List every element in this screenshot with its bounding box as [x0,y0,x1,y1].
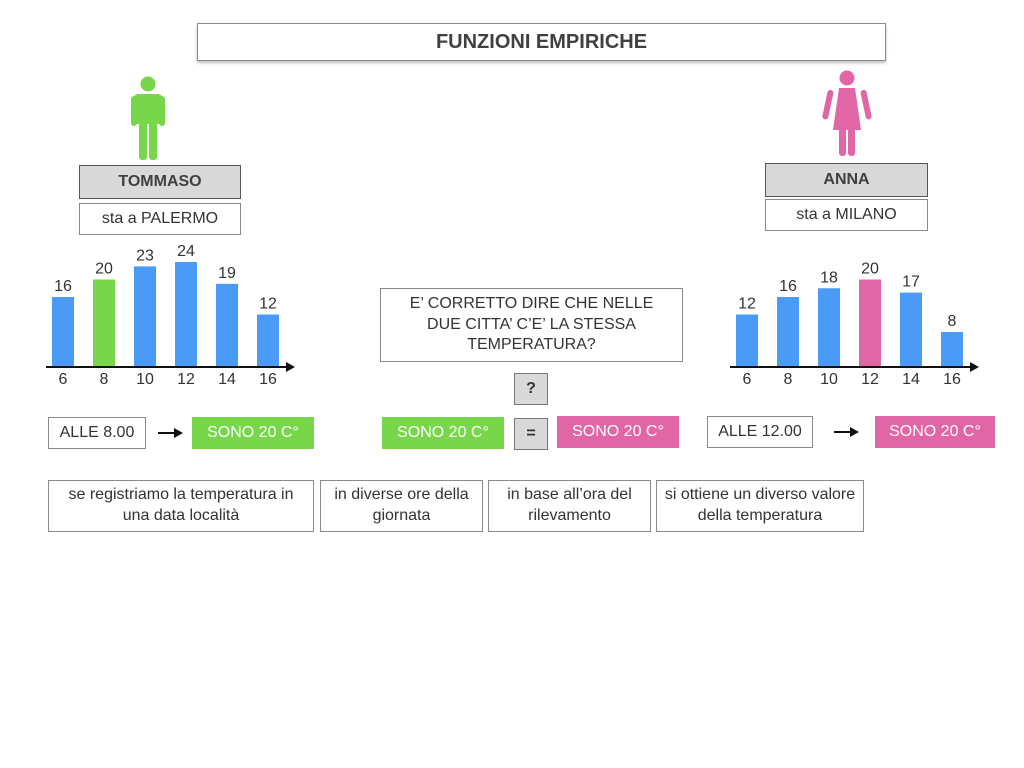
bar-value-label: 12 [259,296,277,313]
x-tick-label: 6 [59,371,68,388]
x-tick-label: 8 [100,371,109,388]
note-box-3: in base all’ora del rilevamento [488,480,651,532]
arrow-right-icon [158,428,183,438]
x-tick-label: 14 [902,371,920,388]
bar [52,297,74,367]
milano-value-box: SONO 20 C° [557,416,679,448]
bar-value-label: 24 [177,243,195,260]
x-tick-label: 16 [259,371,277,388]
bar [777,297,799,367]
palermo-value-box: SONO 20 C° [382,417,504,449]
anna-city-label: sta a MILANO [765,199,928,231]
note-box-1: se registriamo la temperatura in una dat… [48,480,314,532]
axis-arrow-icon [970,362,979,372]
tommaso-name-label: TOMMASO [79,165,241,199]
x-tick-label: 6 [743,371,752,388]
bar [134,266,156,367]
x-tick-label: 8 [784,371,793,388]
bar [216,283,238,367]
tommaso-result-box: SONO 20 C° [192,417,314,449]
milano-bar-chart: 12 6 16 8 18 10 20 12 17 14 8 16 [730,261,979,388]
tommaso-city-label: sta a PALERMO [79,203,241,235]
x-tick-label: 10 [820,371,838,388]
question-mark-box: ? [514,373,548,405]
x-tick-label: 14 [218,371,236,388]
note-box-4: si ottiene un diverso valore della tempe… [656,480,864,532]
bar-value-label: 19 [218,265,236,282]
bar [257,314,279,367]
bar-value-label: 23 [136,247,154,264]
bar-value-label: 17 [902,274,920,291]
bar-value-label: 20 [95,261,113,278]
slide-title: FUNZIONI EMPIRICHE [197,23,886,61]
x-tick-label: 16 [943,371,961,388]
question-box: E’ CORRETTO DIRE CHE NELLE DUE CITTA’ C’… [380,288,683,362]
palermo-bar-chart: 16 6 20 8 23 10 24 12 19 14 12 16 [46,243,295,388]
note-box-2: in diverse ore della giornata [320,480,483,532]
bar-value-label: 18 [820,269,838,286]
bar-value-label: 16 [54,278,72,295]
x-tick-label: 10 [136,371,154,388]
bar [941,332,963,367]
male-figure-icon [131,76,165,160]
bar [900,292,922,367]
arrow-right-icon [834,427,859,437]
x-tick-label: 12 [861,371,879,388]
bar [859,279,881,367]
x-tick-label: 12 [177,371,195,388]
bar [93,279,115,367]
bar-value-label: 8 [948,313,957,330]
bar [736,314,758,367]
bar [818,288,840,367]
bar [175,262,197,367]
anna-result-box: SONO 20 C° [875,416,995,448]
equals-box: = [514,418,548,450]
anna-time-box: ALLE 12.00 [707,416,813,448]
tommaso-time-box: ALLE 8.00 [48,417,146,449]
bar-value-label: 12 [738,296,756,313]
female-figure-icon [822,70,872,156]
anna-name-label: ANNA [765,163,928,197]
axis-arrow-icon [286,362,295,372]
bar-value-label: 16 [779,278,797,295]
bar-value-label: 20 [861,261,879,278]
